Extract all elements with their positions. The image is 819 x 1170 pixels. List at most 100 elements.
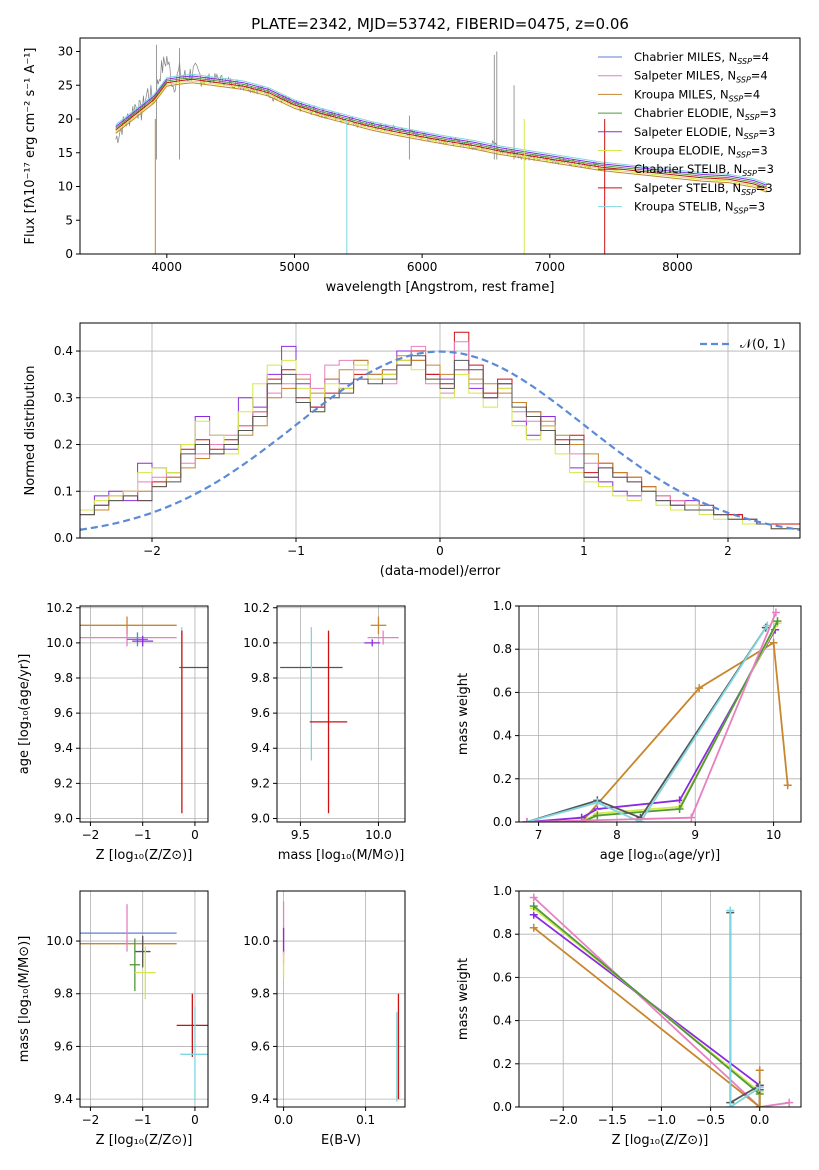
histogram-step (80, 355, 800, 530)
y-tick-label: 9.0 (54, 811, 73, 825)
legend-subscript: SSP (734, 207, 749, 216)
y-tick-label: 0.0 (493, 815, 512, 829)
legend-count: =4 (752, 50, 769, 64)
weight-line (533, 926, 761, 1107)
axes-frame (276, 890, 406, 1108)
y-tick-label: 9.6 (251, 1039, 270, 1053)
x-tick-label: 8000 (662, 260, 693, 274)
legend-entry: Salpeter ELODIE, NSSP=3 (634, 125, 775, 141)
y-tick-label: 9.4 (54, 1092, 73, 1106)
weight-marker (675, 805, 684, 814)
y-tick-label: 9.8 (251, 671, 270, 685)
x-axis-label: Z [log₁₀(Z/Z⊙)] (96, 848, 193, 863)
legend-count: =3 (758, 125, 775, 139)
y-tick-label: 0.6 (493, 685, 512, 699)
y-tick-label: 0.8 (493, 927, 512, 941)
x-tick-label: 10.0 (365, 828, 392, 842)
data-spectrum (115, 55, 601, 171)
legend-subscript: SSP (737, 57, 752, 66)
legend-entry: Salpeter STELIB, NSSP=3 (634, 181, 773, 197)
weight-marker (726, 1103, 735, 1107)
y-tick-label: 0 (65, 247, 73, 261)
y-tick-label: 10.0 (46, 934, 73, 948)
x-tick-label: −1 (287, 544, 305, 558)
model-curve (115, 73, 767, 185)
weight-marker (529, 893, 538, 902)
x-tick-label: −0.5 (696, 1113, 725, 1127)
x-tick-label: 10 (766, 828, 781, 842)
y-tick-label: 9.4 (251, 741, 270, 755)
weight-marker (769, 638, 778, 647)
y-tick-label: 0.2 (493, 772, 512, 786)
y-tick-label: 25 (58, 78, 73, 92)
x-tick-label: 9 (691, 828, 699, 842)
x-axis-label: Z [log₁₀(Z/Z⊙)] (96, 1133, 193, 1148)
legend-count: =3 (748, 200, 765, 214)
legend-subscript: SSP (742, 169, 757, 178)
plot-area (529, 893, 794, 1107)
x-tick-label: 4000 (152, 260, 183, 274)
y-tick-label: 10 (58, 180, 73, 194)
axes-frame (518, 890, 802, 1108)
x-tick-label: −2.0 (549, 1113, 578, 1127)
panel-age_vs_Z: −2 −1 0 9.0 9.2 9.4 9.6 9.8 10.0 10.2 Z [log₁₀(Z/Z… (17, 601, 209, 863)
x-tick-label: 9.5 (291, 828, 310, 842)
x-axis-label: E(B-V) (321, 1133, 361, 1148)
weight-line (526, 624, 769, 822)
plot-area (115, 44, 767, 254)
plot-area (80, 616, 208, 814)
y-tick-label: 10.0 (46, 636, 73, 650)
figure-title: PLATE=2342, MJD=53742, FIBERID=0475, z=0… (251, 15, 629, 33)
legend-entry: Kroupa ELODIE, NSSP=3 (634, 144, 768, 160)
legend-entry: Kroupa STELIB, NSSP=3 (634, 200, 765, 216)
weight-marker (529, 902, 538, 911)
x-tick-label: −1 (134, 828, 152, 842)
panel-massweight_vs_Z: −2.0 −1.5 −1.0 −0.5 0.0 0.0 0.2 0.4 0.6 0.8 1.0 Z [… (456, 884, 802, 1148)
chart-panels: 4000 5000 6000 7000 8000051015202530waveleng… (17, 37, 802, 1148)
plot-area (80, 904, 208, 1102)
legend-count: =3 (760, 106, 777, 120)
legend-count: =4 (743, 87, 760, 101)
histogram-step (80, 341, 800, 530)
y-tick-label: 1.0 (493, 599, 512, 613)
panel-age_vs_mass: 9.5 10.0 9.0 9.2 9.4 9.6 9.8 10.0 10.2 mass [log₁… (243, 601, 406, 863)
y-tick-label: 0.6 (493, 970, 512, 984)
y-tick-label: 5 (65, 213, 73, 227)
y-tick-label: 0.4 (493, 1014, 512, 1028)
legend-subscript: SSP (729, 94, 744, 103)
model-curve (115, 82, 767, 193)
axes-frame (79, 890, 209, 1108)
legend-entry: Chabrier MILES, NSSP=4 (634, 50, 769, 66)
y-tick-label: 9.6 (251, 706, 270, 720)
x-tick-label: 7 (535, 828, 543, 842)
x-tick-label: 0.1 (356, 1113, 375, 1127)
y-tick-label: 9.4 (54, 741, 73, 755)
panel-residuals: −2 −1 0 1 2 0.0 0.1 0.2 0.3 0.4 (data-model)/error… (23, 322, 801, 579)
y-tick-label: 15 (58, 146, 73, 160)
x-axis-label: wavelength [Angstrom, rest frame] (326, 280, 555, 295)
x-tick-label: 0 (436, 544, 444, 558)
panel-mass_vs_ebv: 0.0 0.1 9.4 9.6 9.8 10.0 E(B-V) (243, 890, 406, 1148)
y-tick-label: 10.0 (243, 934, 270, 948)
weight-line (581, 620, 779, 822)
axes-frame (79, 37, 801, 255)
legend-entry: Kroupa MILES, NSSP=4 (634, 87, 760, 103)
legend: Chabrier MILES, NSSP=4 Salpeter MILES, NS… (598, 50, 776, 216)
legend-count: =4 (751, 69, 768, 83)
x-tick-label: −1 (134, 1113, 152, 1127)
x-axis-label: Z [log₁₀(Z/Z⊙)] (612, 1133, 709, 1148)
legend-count: =3 (756, 181, 773, 195)
legend: 𝒩(0, 1) (700, 336, 786, 351)
legend-subscript: SSP (744, 132, 759, 141)
x-tick-label: 0.0 (274, 1113, 293, 1127)
y-tick-label: 9.6 (54, 706, 73, 720)
legend-subscript: SSP (736, 76, 751, 85)
y-tick-label: 10.2 (46, 601, 73, 615)
panel-spectrum: 4000 5000 6000 7000 8000 0 5 10 15 20 25 30 waveleng… (23, 37, 801, 295)
x-tick-label: 0 (191, 1113, 199, 1127)
y-axis-label: mass weight (456, 673, 471, 755)
weight-marker (577, 818, 586, 822)
y-tick-label: 9.8 (251, 987, 270, 1001)
weight-marker (593, 798, 602, 807)
y-tick-label: 0.2 (493, 1057, 512, 1071)
